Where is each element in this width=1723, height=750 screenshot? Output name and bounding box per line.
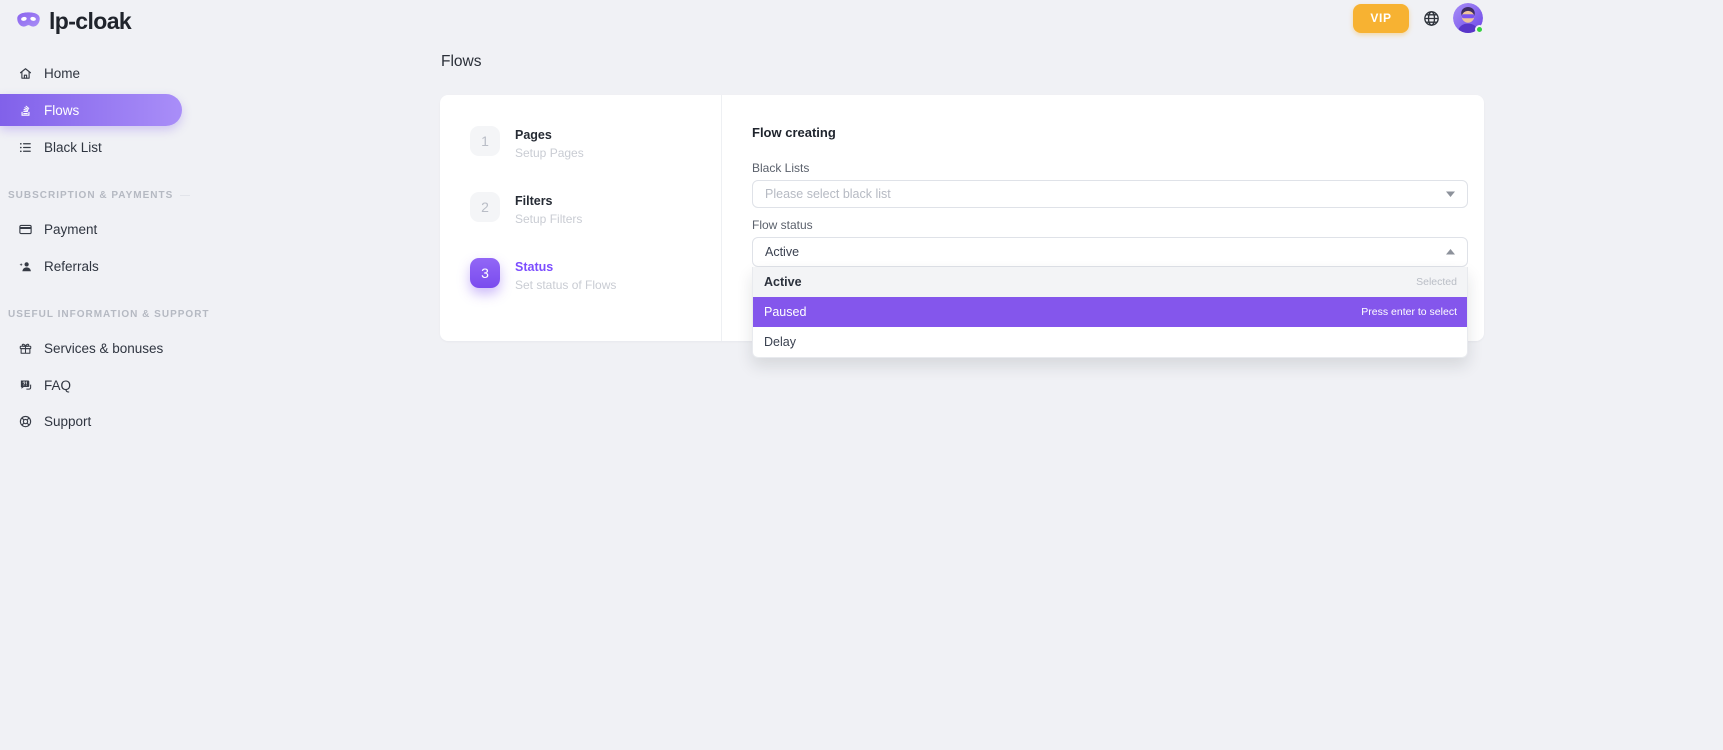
lifebuoy-icon: [18, 414, 33, 429]
sidebar-item-label: Services & bonuses: [44, 340, 164, 356]
page-title: Flows: [441, 53, 482, 70]
flow-status-value: Active: [765, 245, 800, 259]
faq-bubble-icon: ?!: [18, 378, 33, 393]
option-delay[interactable]: Delay: [753, 327, 1467, 357]
user-avatar[interactable]: [1453, 3, 1484, 34]
brand-name: lp-cloak: [49, 8, 132, 34]
step-subtitle: Setup Filters: [515, 212, 583, 226]
sidebar-item-payment[interactable]: Payment: [0, 212, 200, 246]
stepper: 1 Pages Setup Pages 2 Filters Setup Filt…: [440, 95, 722, 341]
sidebar: Home Flows Black List SUBSCRIPTION & PAY…: [0, 56, 210, 438]
black-lists-placeholder: Please select black list: [765, 187, 891, 201]
sidebar-item-label: FAQ: [44, 377, 72, 393]
sidebar-item-support[interactable]: Support: [0, 404, 200, 438]
list-icon: [18, 140, 33, 155]
sidebar-item-referrals[interactable]: Referrals: [0, 249, 200, 283]
sidebar-item-label: Home: [44, 65, 81, 81]
sidebar-item-label: Referrals: [44, 258, 99, 274]
flow-status-select[interactable]: Active: [752, 237, 1468, 267]
flow-creation-card: 1 Pages Setup Pages 2 Filters Setup Filt…: [440, 95, 1484, 358]
step-subtitle: Setup Pages: [515, 146, 584, 160]
referral-person-icon: [18, 259, 33, 274]
flow-status-dropdown: Active Selected Paused Press enter to se…: [752, 267, 1468, 358]
black-lists-select[interactable]: Please select black list: [752, 180, 1468, 208]
svg-text:?!: ?!: [23, 381, 28, 387]
flow-creating-form: Flow creating Black Lists Please select …: [722, 95, 1484, 358]
step-subtitle: Set status of Flows: [515, 278, 617, 292]
option-hint: Press enter to select: [1361, 306, 1457, 318]
form-title: Flow creating: [752, 125, 836, 140]
language-globe-icon[interactable]: [1421, 8, 1441, 28]
sidebar-item-home[interactable]: Home: [0, 56, 200, 90]
step-number: 1: [470, 126, 500, 156]
sidebar-item-flows[interactable]: Flows: [0, 94, 182, 126]
sidebar-item-label: Payment: [44, 221, 98, 237]
gift-icon: [18, 341, 33, 356]
sidebar-item-label: Support: [44, 413, 92, 429]
sidebar-item-label: Flows: [44, 102, 80, 118]
option-paused[interactable]: Paused Press enter to select: [753, 297, 1467, 327]
mask-icon: [16, 9, 41, 35]
option-label: Delay: [764, 335, 796, 349]
flows-stack-icon: [18, 103, 33, 118]
step-pages[interactable]: 1 Pages Setup Pages: [470, 126, 721, 160]
sidebar-item-label: Black List: [44, 139, 102, 155]
step-title: Pages: [515, 128, 552, 142]
brand-logo[interactable]: lp-cloak: [16, 8, 132, 35]
sidebar-section-support: USEFUL INFORMATION & SUPPORT: [8, 309, 210, 320]
online-status-dot: [1475, 25, 1484, 34]
sidebar-item-faq[interactable]: ?! FAQ: [0, 368, 200, 402]
credit-card-icon: [18, 222, 33, 237]
sidebar-item-black-list[interactable]: Black List: [0, 130, 200, 164]
option-label: Active: [764, 275, 802, 289]
step-number: 2: [470, 192, 500, 222]
step-title: Filters: [515, 194, 553, 208]
step-title: Status: [515, 260, 554, 274]
option-label: Paused: [764, 305, 807, 319]
sidebar-item-services[interactable]: Services & bonuses: [0, 331, 200, 365]
flow-status-label: Flow status: [752, 218, 813, 232]
chevron-down-icon: [1446, 191, 1455, 197]
vip-button[interactable]: VIP: [1353, 3, 1409, 33]
step-filters[interactable]: 2 Filters Setup Filters: [470, 192, 721, 226]
home-icon: [18, 66, 33, 81]
option-active[interactable]: Active Selected: [753, 267, 1467, 297]
chevron-up-icon: [1446, 249, 1455, 255]
step-status[interactable]: 3 Status Set status of Flows: [470, 258, 721, 292]
black-lists-label: Black Lists: [752, 161, 810, 175]
topbar-controls: VIP: [1353, 3, 1484, 34]
step-number: 3: [470, 258, 500, 288]
option-hint: Selected: [1416, 276, 1457, 288]
sidebar-section-subscription: SUBSCRIPTION & PAYMENTS: [8, 190, 190, 201]
